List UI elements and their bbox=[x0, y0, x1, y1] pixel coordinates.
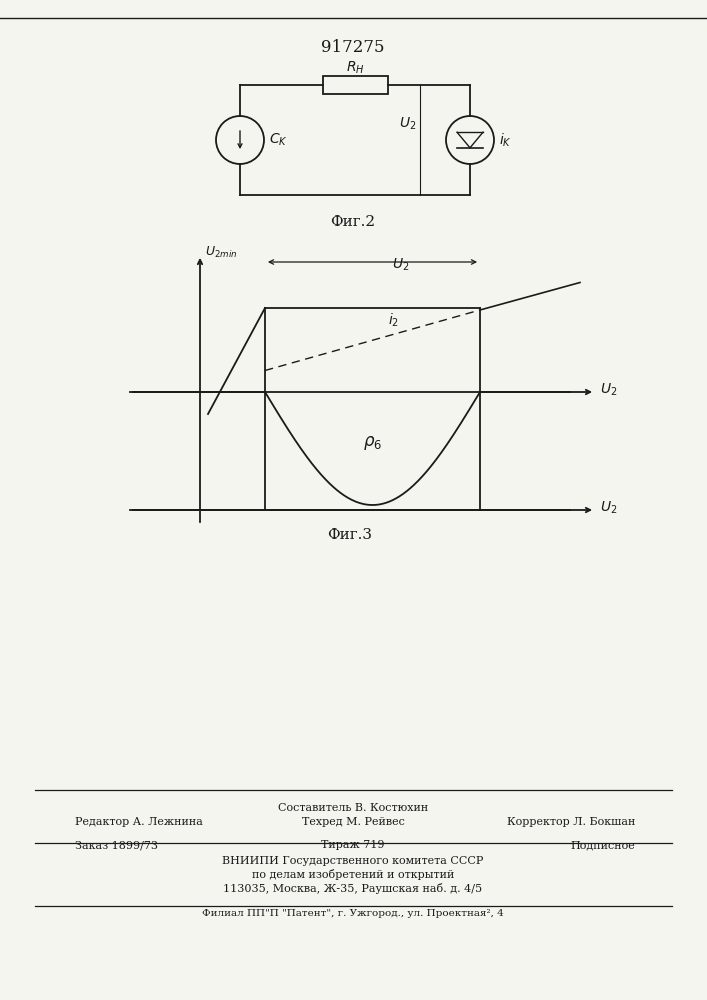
Text: 917275: 917275 bbox=[321, 39, 385, 56]
Text: $U_2$: $U_2$ bbox=[399, 116, 416, 132]
Text: Фиг.2: Фиг.2 bbox=[330, 215, 375, 229]
Text: $R_H$: $R_H$ bbox=[346, 60, 364, 76]
Text: Подписное: Подписное bbox=[571, 840, 635, 850]
Text: $U_{2min}$: $U_{2min}$ bbox=[205, 244, 238, 260]
Text: $U_2$: $U_2$ bbox=[392, 257, 410, 273]
Circle shape bbox=[216, 116, 264, 164]
Circle shape bbox=[446, 116, 494, 164]
Text: $i_2$: $i_2$ bbox=[387, 311, 399, 329]
Text: Техред М. Рейвес: Техред М. Рейвес bbox=[302, 817, 404, 827]
Text: $C_K$: $C_K$ bbox=[269, 132, 288, 148]
Text: Фиг.3: Фиг.3 bbox=[327, 528, 373, 542]
Text: $U_2$: $U_2$ bbox=[600, 500, 617, 516]
Text: $U_2$: $U_2$ bbox=[600, 382, 617, 398]
Text: Составитель В. Костюхин: Составитель В. Костюхин bbox=[278, 803, 428, 813]
Text: $i_K$: $i_K$ bbox=[499, 131, 512, 149]
Text: по делам изобретений и открытий: по делам изобретений и открытий bbox=[252, 869, 454, 880]
Text: Филиал ПП"П "Патент", г. Ужгород., ул. Проектная², 4: Филиал ПП"П "Патент", г. Ужгород., ул. П… bbox=[202, 908, 504, 918]
Text: Тираж 719: Тираж 719 bbox=[321, 840, 385, 850]
Text: Заказ 1899/73: Заказ 1899/73 bbox=[75, 840, 158, 850]
Text: Редактор А. Лежнина: Редактор А. Лежнина bbox=[75, 817, 203, 827]
Text: ВНИИПИ Государственного комитета СССР: ВНИИПИ Государственного комитета СССР bbox=[222, 856, 484, 866]
Text: 113035, Москва, Ж-35, Раушская наб. д. 4/5: 113035, Москва, Ж-35, Раушская наб. д. 4… bbox=[223, 884, 483, 894]
Text: Корректор Л. Бокшан: Корректор Л. Бокшан bbox=[507, 817, 635, 827]
Text: $\rho_6$: $\rho_6$ bbox=[363, 434, 382, 452]
Bar bbox=[322, 76, 387, 94]
